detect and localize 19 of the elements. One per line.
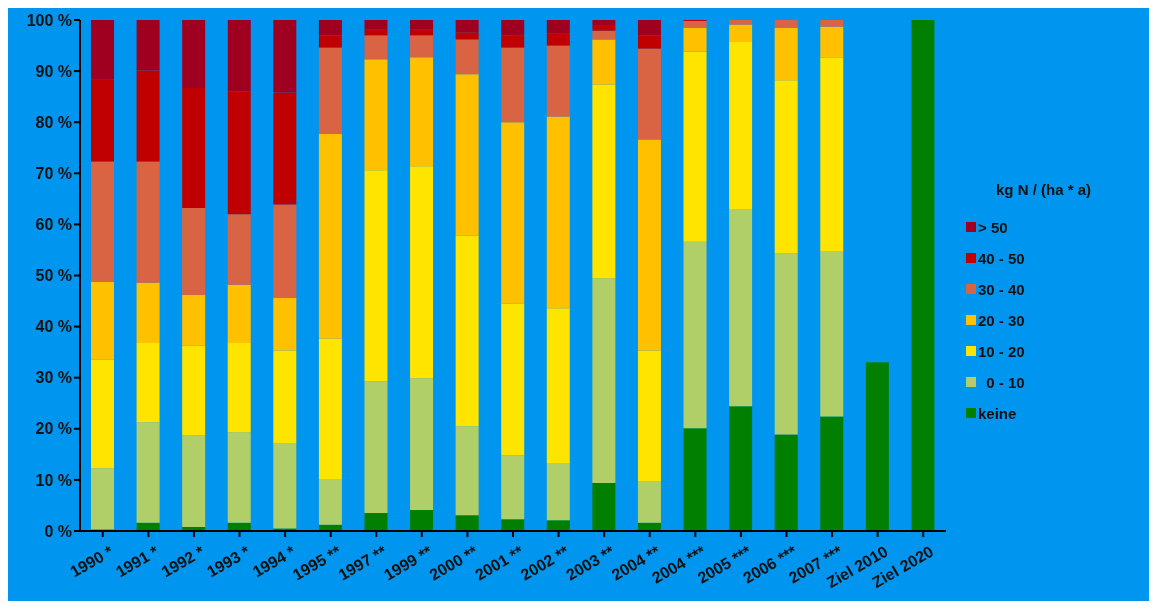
- y-tick-label: 80 %: [35, 113, 72, 131]
- y-tick-label: 90 %: [35, 62, 72, 80]
- legend-label: 0 - 10: [985, 373, 1025, 391]
- y-tick-label: 60 %: [35, 216, 72, 234]
- legend-label: keine: [978, 404, 1017, 422]
- y-tick-label: 0 %: [44, 522, 72, 540]
- y-tick-label: 40 %: [35, 318, 72, 336]
- y-tick-label: 30 %: [35, 369, 72, 387]
- legend-label: 10 - 20: [978, 342, 1025, 360]
- y-tick-label: 10 %: [35, 471, 72, 489]
- legend-label: 20 - 30: [978, 311, 1025, 329]
- y-tick-label: 100 %: [26, 11, 72, 29]
- y-tick-label: 50 %: [35, 267, 72, 285]
- y-tick-label: 70 %: [35, 164, 72, 182]
- legend-title: kg N / (ha * a): [996, 180, 1092, 198]
- y-tick-label: 20 %: [35, 420, 72, 438]
- legend-label: 30 - 40: [978, 280, 1025, 298]
- legend-label: > 50: [978, 218, 1008, 236]
- legend-label: 40 - 50: [978, 249, 1025, 267]
